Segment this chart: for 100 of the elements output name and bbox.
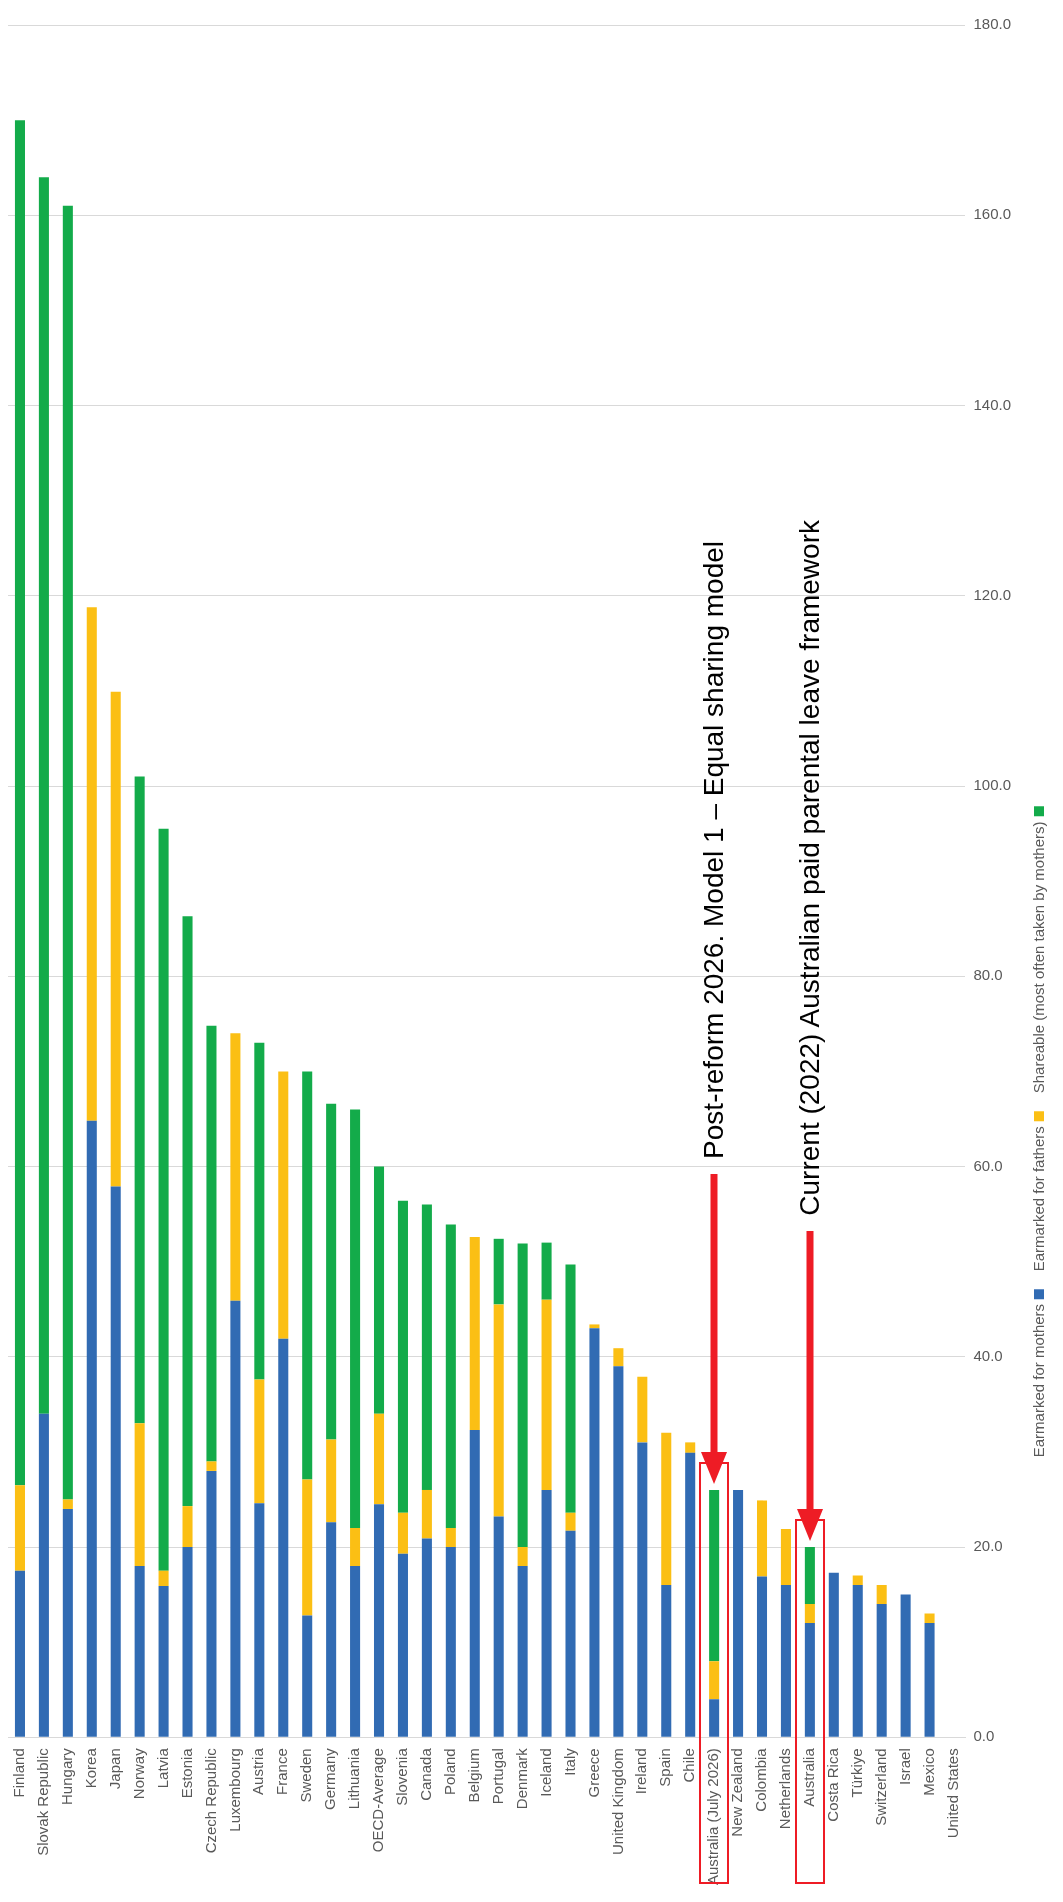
x-tick-label: New Zealand <box>728 1748 746 1837</box>
bar <box>709 1489 720 1662</box>
bar <box>685 1452 696 1737</box>
bar <box>445 1224 456 1528</box>
bar <box>685 1442 696 1453</box>
bar <box>493 1304 504 1517</box>
bar <box>661 1432 672 1586</box>
bar <box>804 1604 815 1624</box>
bar <box>373 1413 385 1505</box>
x-tick-label: United Kingdom <box>608 1748 626 1856</box>
x-tick-label: Colombia <box>752 1747 770 1812</box>
bar <box>469 1430 480 1737</box>
bar <box>804 1547 815 1605</box>
bar <box>541 1489 552 1737</box>
y-tick-label: 0.0 <box>973 1727 995 1745</box>
bar <box>326 1103 337 1440</box>
x-tick-label: Poland <box>440 1748 458 1795</box>
y-tick-label: 180.0 <box>973 15 1012 33</box>
bar <box>182 1506 193 1548</box>
x-tick-label: Korea <box>81 1747 99 1789</box>
bar <box>350 1566 361 1737</box>
bar <box>254 1503 265 1737</box>
bar <box>445 1547 456 1737</box>
bar <box>421 1204 432 1490</box>
x-tick-label: Slovenia <box>393 1747 411 1806</box>
x-tick-label: Japan <box>105 1748 123 1790</box>
bar <box>326 1522 337 1737</box>
y-tick-label: 40.0 <box>973 1346 1003 1364</box>
bar <box>709 1699 720 1737</box>
x-tick-label: Costa Rica <box>823 1747 841 1822</box>
y-tick-label: 120.0 <box>973 585 1012 603</box>
bar <box>254 1379 265 1504</box>
bar <box>134 1566 145 1737</box>
x-tick-label: Iceland <box>536 1748 554 1797</box>
x-tick-label: Spain <box>656 1748 674 1787</box>
x-tick-label: Lithuania <box>345 1747 363 1810</box>
x-tick-label: Germany <box>321 1747 339 1810</box>
bar <box>613 1366 624 1737</box>
bar <box>62 1508 73 1737</box>
bar <box>469 1236 480 1431</box>
bar <box>14 120 25 1486</box>
bar <box>876 1604 887 1737</box>
bar <box>302 1479 313 1616</box>
x-tick-label: Türkiye <box>847 1748 865 1798</box>
x-tick-label: Australia <box>800 1747 818 1807</box>
bar <box>517 1243 528 1548</box>
bar <box>206 1461 217 1471</box>
bar <box>637 1376 648 1443</box>
x-tick-label: Austria <box>249 1747 267 1795</box>
bar <box>421 1489 432 1539</box>
y-tick-label: 160.0 <box>973 205 1012 223</box>
bar <box>517 1547 528 1567</box>
annotation: Current (2022) Australian paid parental leave framework <box>792 520 826 1217</box>
bar <box>302 1615 313 1737</box>
bar <box>589 1324 600 1329</box>
bar <box>541 1299 552 1490</box>
bar <box>62 205 73 1500</box>
x-tick-label: Israel <box>895 1748 913 1785</box>
x-tick-label: Estonia <box>177 1747 195 1799</box>
bar <box>852 1585 863 1737</box>
x-tick-label: Netherlands <box>776 1748 794 1830</box>
x-tick-label: Sweden <box>297 1748 315 1803</box>
x-tick-label: Greece <box>584 1748 602 1798</box>
x-tick-label: Italy <box>560 1747 578 1776</box>
bar <box>206 1025 217 1462</box>
bar <box>182 1547 193 1737</box>
bar <box>876 1585 887 1605</box>
bar <box>924 1623 935 1737</box>
x-tick-label: Latvia <box>153 1747 171 1789</box>
bar <box>86 1120 97 1737</box>
x-tick-label: Canada <box>417 1747 435 1801</box>
bar <box>182 916 193 1507</box>
bar <box>110 1186 121 1737</box>
bar <box>637 1442 648 1737</box>
legend-label: Shareable (most often taken by mothers) <box>1029 821 1048 1093</box>
bar <box>733 1489 744 1737</box>
bar <box>613 1348 624 1367</box>
bar <box>350 1527 361 1567</box>
bar <box>780 1528 791 1586</box>
bar <box>493 1516 504 1737</box>
x-tick-label: Norway <box>129 1747 147 1800</box>
x-tick-label: Mexico <box>919 1748 937 1796</box>
bar <box>134 1423 145 1567</box>
x-tick-label: United States <box>943 1748 961 1839</box>
legend-label: Earmarked for fathers <box>1029 1125 1048 1271</box>
x-tick-label: Belgium <box>464 1748 482 1803</box>
bar <box>373 1504 385 1737</box>
y-tick-label: 100.0 <box>973 776 1012 794</box>
x-tick-label: Finland <box>10 1748 28 1798</box>
x-tick-label: Luxembourg <box>225 1748 243 1832</box>
bar <box>134 776 145 1424</box>
bar <box>373 1166 385 1414</box>
x-tick-label: OECD-Average <box>369 1748 387 1853</box>
bar <box>661 1585 672 1737</box>
bar <box>780 1585 791 1737</box>
bar <box>397 1512 408 1554</box>
bar <box>302 1071 313 1480</box>
bar <box>278 1071 289 1339</box>
bar <box>565 1264 576 1513</box>
bar <box>828 1572 839 1737</box>
